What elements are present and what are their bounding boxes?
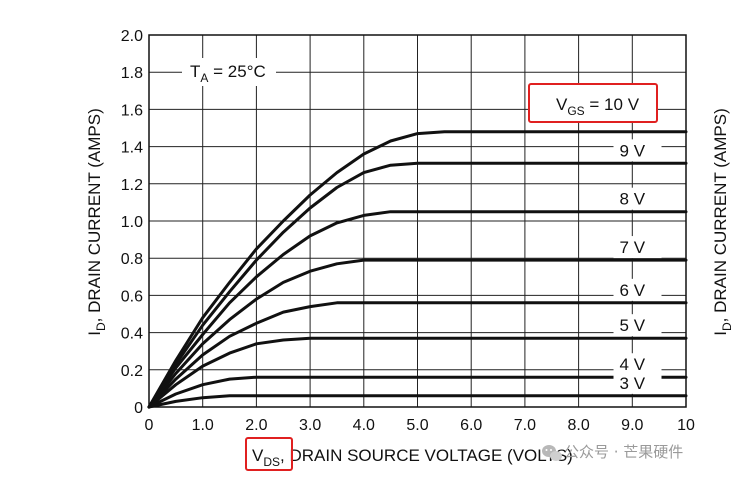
y-tick-label: 1.6 [121,102,143,119]
y-axis-symbol-right: I [711,331,730,336]
series-label-8v: 8 V [620,190,646,209]
series-label-bg [613,187,662,210]
x-tick-label: 4.0 [353,417,375,434]
y-axis-subscript-right: D [720,322,734,331]
series-label-bg [613,278,662,301]
curve-4v [147,375,688,409]
annotation-box [182,58,276,86]
axes [148,34,687,408]
y-tick-label: 0.8 [121,251,143,268]
series-label-3v: 3 V [620,374,646,393]
curve-9v [147,161,688,409]
y-tick-label: 1.0 [121,214,143,231]
x-tick-label: 5.0 [406,417,428,434]
vgs-subscript: GS [567,104,584,118]
x-tick-label: 8.0 [567,417,589,434]
curve-5v [147,336,688,409]
curve-6v [147,301,688,409]
annotation-subscript: A [200,71,208,85]
series-label-4v: 4 V [620,355,646,374]
series-label-bg [613,236,662,259]
vgs-rest: = 10 V [585,95,640,114]
vgs-label-highlight [528,83,658,123]
y-tick-label: 0.6 [121,288,143,305]
x-tick-label: 1.0 [192,417,214,434]
y-axis-title-text: , DRAIN CURRENT (AMPS) [85,108,104,322]
vgs-symbol: V [556,95,568,114]
x-tick-labels: 0 1.0 2.0 3.0 4.0 5.0 6.0 7.0 8.0 9.0 10 [145,417,695,434]
x-tick-label: 7.0 [514,417,536,434]
x-tick-label: 2.0 [245,417,267,434]
series-label-bg [613,353,662,376]
curve-10v [147,130,688,409]
y-tick-labels: 0 0.2 0.4 0.6 0.8 1.0 1.2 1.4 1.6 1.8 2.0 [121,28,143,417]
y-tick-label: 1.8 [121,65,143,82]
series-labels: 9 V 8 V 7 V 6 V 5 V 4 V3 V [613,139,662,394]
series-label-bg [613,139,662,162]
y-tick-label: 1.4 [121,140,143,157]
x-axis-symbol: V [252,446,264,465]
annotation-text: = 25°C [208,62,265,81]
vgs-label-box [529,84,657,122]
curve-8v [147,210,688,409]
x-tick-label: 6.0 [460,417,482,434]
series-label-7v: 7 V [620,238,646,257]
x-axis-subscript: DS [263,455,280,469]
y-tick-label: 1.2 [121,177,143,194]
series-label-6v: 6 V [620,281,646,300]
x-axis-title: VDS, DRAIN SOURCE VOLTAGE (VOLTS) [252,446,573,469]
annotation-symbol: T [190,62,200,81]
y-tick-label: 0 [134,400,143,417]
plot-frame [148,34,687,408]
y-axis-title-text-right: , DRAIN CURRENT (AMPS) [711,108,730,322]
curves [147,130,688,409]
vgs-10v-label: VGS = 10 V [556,95,640,118]
y-axis-title-right: ID, DRAIN CURRENT (AMPS) [711,108,734,336]
y-tick-label: 0.2 [121,363,143,380]
x-tick-label: 9.0 [621,417,643,434]
watermark: 公众号 · 芒果硬件 [542,443,683,461]
y-axis-subscript: D [94,322,108,331]
curve-3v [147,394,688,409]
series-label-5v: 5 V [620,316,646,335]
y-axis-symbol: I [85,331,104,336]
x-axis-symbol-highlight [245,437,293,471]
x-tick-label: 0 [145,417,154,434]
series-label-bg [613,314,662,337]
temperature-annotation: TA = 25°C [190,62,266,85]
x-tick-label: 3.0 [299,417,321,434]
y-axis-title-left: ID, DRAIN CURRENT (AMPS) [85,108,108,336]
x-tick-label: 10 [677,417,695,434]
series-label-9v: 9 V [620,141,646,160]
series-label-bg [613,371,662,394]
x-axis-title-text: , DRAIN SOURCE VOLTAGE (VOLTS) [280,446,573,465]
watermark-text: 公众号 · 芒果硬件 [564,443,683,461]
y-tick-label: 0.4 [121,326,143,343]
y-tick-label: 2.0 [121,28,143,45]
curve-7v [147,258,688,409]
wechat-icon [542,445,562,461]
